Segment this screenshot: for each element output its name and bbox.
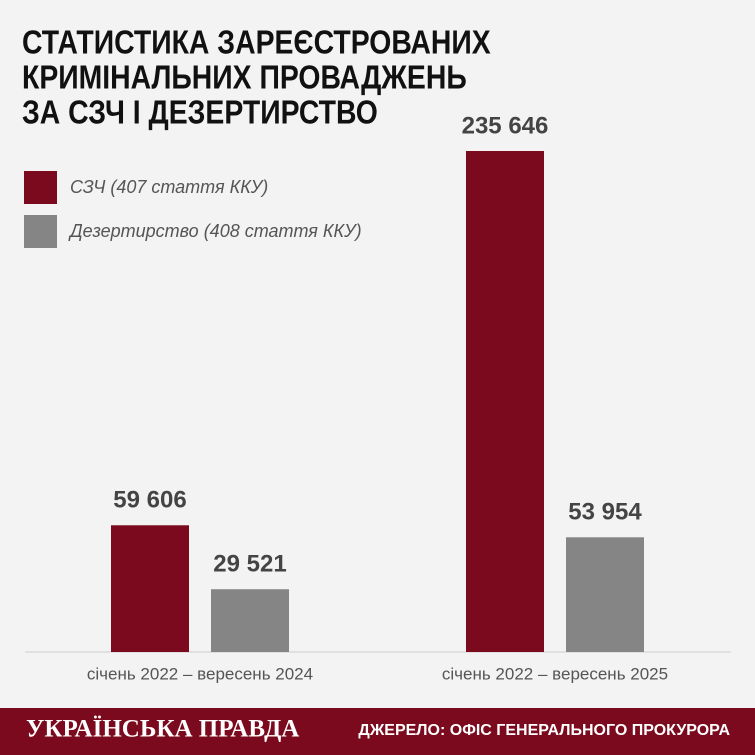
legend-swatch — [24, 171, 57, 204]
bar — [211, 589, 289, 652]
chart-title: СТАТИСТИКА ЗАРЕЄСТРОВАНИХ — [22, 24, 491, 62]
x-tick-label: січень 2022 – вересень 2024 — [87, 664, 313, 683]
title-group: СТАТИСТИКА ЗАРЕЄСТРОВАНИХ КРИМІНАЛЬНИХ П… — [22, 24, 491, 132]
brand: УКРАЇНСЬКА ПРАВДА — [26, 716, 299, 743]
value-label: 235 646 — [462, 112, 549, 139]
chart-title: КРИМІНАЛЬНИХ ПРОВАДЖЕНЬ — [22, 59, 467, 97]
source: ДЖЕРЕЛО: ОФІС ГЕНЕРАЛЬНОГО ПРОКУРОРА — [358, 722, 730, 739]
legend-label: СЗЧ (407 стаття ККУ) — [70, 177, 268, 197]
value-label: 59 606 — [113, 487, 186, 514]
legend-swatch — [24, 215, 57, 248]
bar — [566, 537, 644, 652]
value-label: 53 954 — [568, 499, 642, 526]
chart-title: ЗА СЗЧ І ДЕЗЕРТИРСТВО — [22, 94, 378, 132]
bar — [466, 151, 544, 652]
footer-band — [0, 708, 755, 755]
bar — [111, 525, 189, 652]
legend-label: Дезертирство (408 стаття ККУ) — [68, 221, 362, 241]
x-tick-label: січень 2022 – вересень 2025 — [442, 664, 668, 683]
value-label: 29 521 — [213, 551, 286, 578]
